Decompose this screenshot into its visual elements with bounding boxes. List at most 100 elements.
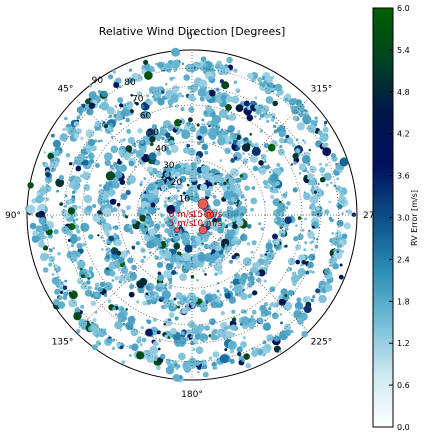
- scatter-point: [324, 209, 330, 215]
- scatter-point: [179, 311, 182, 314]
- scatter-point: [174, 104, 179, 108]
- scatter-point: [264, 253, 268, 256]
- scatter-point: [186, 162, 189, 166]
- scatter-point: [168, 280, 173, 285]
- scatter-point: [71, 244, 74, 248]
- scatter-point: [94, 120, 102, 128]
- scatter-point: [90, 99, 93, 103]
- scatter-point: [146, 166, 153, 173]
- scatter-point: [180, 200, 184, 204]
- scatter-point: [147, 100, 153, 106]
- scatter-point: [292, 187, 298, 193]
- scatter-point: [131, 219, 137, 225]
- scatter-point: [150, 202, 156, 208]
- scatter-point: [165, 247, 169, 251]
- scatter-point: [50, 215, 54, 219]
- scatter-point: [301, 153, 304, 156]
- scatter-point: [147, 206, 157, 215]
- scatter-point: [330, 243, 334, 246]
- scatter-point: [100, 236, 103, 239]
- scatter-point: [290, 215, 294, 218]
- scatter-point: [322, 281, 327, 286]
- scatter-point: [154, 357, 158, 361]
- scatter-point: [192, 304, 196, 308]
- scatter-point: [54, 150, 61, 157]
- scatter-point: [278, 298, 286, 306]
- scatter-point: [278, 349, 282, 353]
- scatter-point: [161, 176, 164, 179]
- scatter-point: [181, 261, 186, 266]
- scatter-point: [258, 222, 262, 226]
- scatter-point: [119, 164, 127, 172]
- scatter-point: [107, 299, 112, 304]
- scatter-point: [197, 141, 201, 146]
- scatter-point: [178, 230, 182, 234]
- radial-gridline: [81, 104, 303, 326]
- scatter-point: [339, 192, 344, 197]
- scatter-point: [192, 362, 195, 365]
- scatter-point: [229, 285, 233, 289]
- scatter-point: [258, 160, 264, 166]
- scatter-point: [270, 117, 275, 122]
- scatter-point: [146, 319, 152, 325]
- scatter-point: [228, 200, 232, 205]
- scatter-point: [295, 148, 301, 154]
- scatter-point: [274, 83, 283, 92]
- scatter-point: [266, 149, 269, 153]
- scatter-point: [45, 172, 51, 178]
- scatter-point: [323, 124, 327, 127]
- scatter-point: [201, 143, 209, 151]
- legend-marker: [198, 225, 208, 235]
- scatter-point: [166, 179, 169, 182]
- scatter-point: [75, 165, 82, 172]
- scatter-point: [163, 237, 167, 241]
- scatter-point: [157, 274, 165, 282]
- scatter-point: [263, 142, 270, 149]
- legend-label: 10 m/s: [192, 219, 223, 229]
- scatter-point: [73, 176, 82, 184]
- scatter-point: [297, 317, 304, 325]
- scatter-point: [113, 162, 118, 166]
- scatter-point: [164, 197, 168, 200]
- scatter-point: [64, 279, 67, 283]
- scatter-point: [213, 198, 221, 207]
- scatter-point: [233, 156, 238, 160]
- scatter-point: [238, 201, 243, 205]
- scatter-point: [217, 137, 226, 146]
- scatter-point: [217, 217, 222, 222]
- scatter-point: [44, 163, 49, 167]
- scatter-point: [161, 136, 165, 141]
- scatter-point: [88, 91, 97, 100]
- scatter-point: [202, 371, 209, 378]
- scatter-point: [234, 199, 238, 203]
- scatter-point: [92, 318, 97, 322]
- scatter-point: [173, 243, 180, 250]
- scatter-point: [252, 290, 258, 296]
- scatter-point: [219, 209, 222, 213]
- scatter-point: [53, 264, 59, 269]
- scatter-point: [324, 120, 328, 125]
- scatter-point: [125, 117, 130, 123]
- scatter-point: [226, 186, 231, 190]
- scatter-point: [210, 301, 218, 309]
- scatter-point: [207, 120, 212, 125]
- scatter-point: [79, 112, 83, 116]
- scatter-point: [209, 172, 213, 176]
- scatter-point: [210, 333, 217, 341]
- scatter-point: [102, 207, 112, 217]
- scatter-point: [303, 192, 311, 201]
- scatter-point: [73, 182, 80, 190]
- scatter-point: [163, 322, 166, 326]
- scatter-point: [182, 297, 187, 302]
- scatter-point: [59, 202, 63, 206]
- scatter-point: [285, 134, 290, 139]
- scatter-point: [298, 163, 307, 171]
- scatter-point: [53, 267, 58, 272]
- scatter-point: [102, 121, 106, 124]
- scatter-point: [308, 257, 312, 260]
- scatter-point: [177, 183, 184, 190]
- scatter-point: [255, 271, 260, 276]
- scatter-point: [88, 266, 94, 271]
- scatter-point: [135, 241, 140, 246]
- scatter-point: [314, 244, 319, 249]
